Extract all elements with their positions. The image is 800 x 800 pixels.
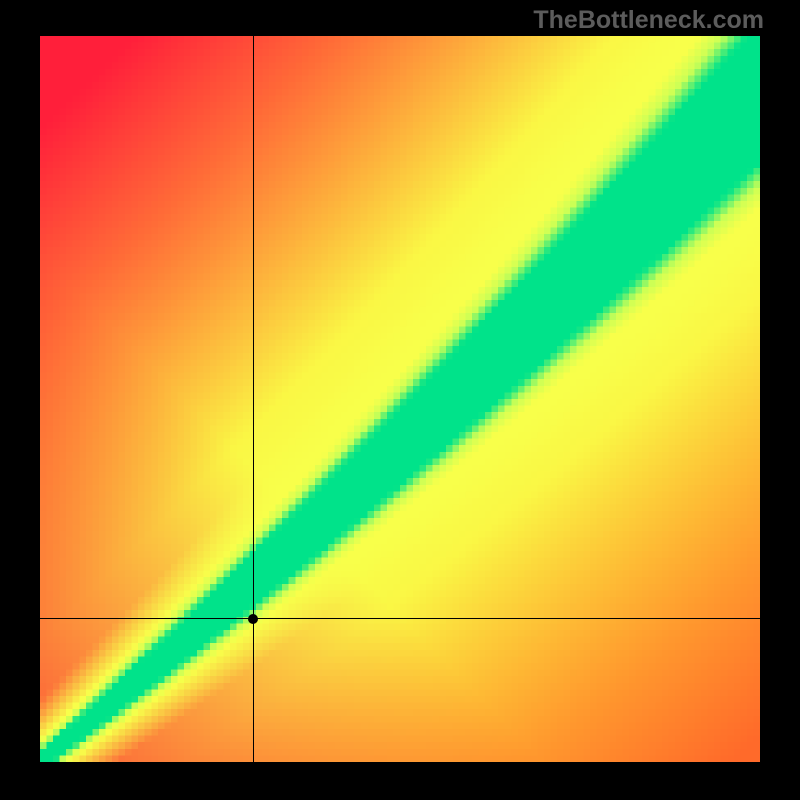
watermark-text: TheBottleneck.com [533,6,764,35]
crosshair-horizontal [40,618,760,619]
bottleneck-heatmap [40,36,760,762]
crosshair-vertical [253,36,254,762]
